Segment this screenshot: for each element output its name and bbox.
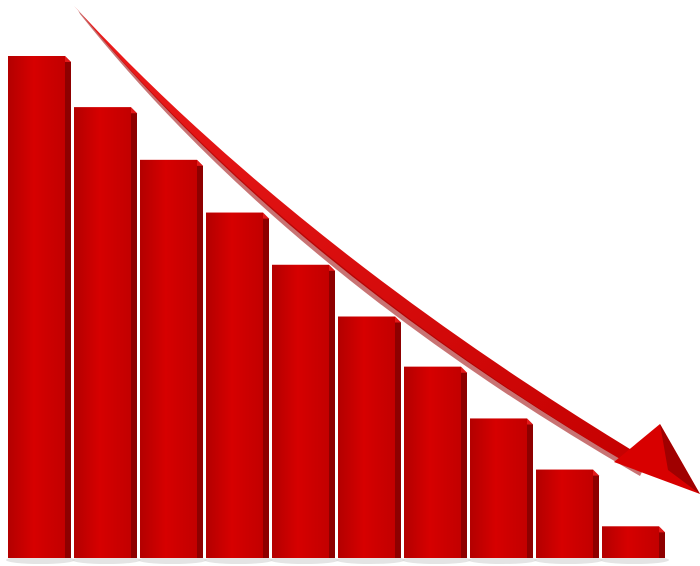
bar — [206, 212, 269, 558]
bar-side — [197, 159, 203, 558]
bar-side — [395, 316, 401, 558]
bar-front — [602, 526, 659, 558]
bar-front — [272, 264, 329, 558]
bar — [404, 366, 467, 558]
bar-front — [470, 418, 527, 558]
bar-side — [461, 366, 467, 558]
bar-front — [338, 316, 395, 558]
bar-side — [527, 418, 533, 558]
trend-arrow-shaft — [74, 6, 648, 472]
bar-front — [206, 212, 263, 558]
downward-trend-arrow — [74, 6, 700, 494]
bar-series — [8, 56, 665, 558]
bar — [536, 469, 599, 558]
bar — [602, 526, 665, 558]
bar-front — [536, 469, 593, 558]
bar-side — [659, 526, 665, 558]
bar — [140, 159, 203, 558]
bar — [338, 316, 401, 558]
bar-side — [593, 469, 599, 558]
bar-front — [140, 159, 197, 558]
bar-side — [329, 264, 335, 558]
bar-front — [404, 366, 461, 558]
bar-front — [8, 56, 65, 558]
bar — [74, 107, 137, 558]
bar-side — [65, 56, 71, 558]
trend-arrow-head-shading — [660, 424, 700, 494]
bar — [8, 56, 71, 558]
bar — [470, 418, 533, 558]
bar-front — [74, 107, 131, 558]
bar — [272, 264, 335, 558]
bar-side — [131, 107, 137, 558]
bar-side — [263, 212, 269, 558]
